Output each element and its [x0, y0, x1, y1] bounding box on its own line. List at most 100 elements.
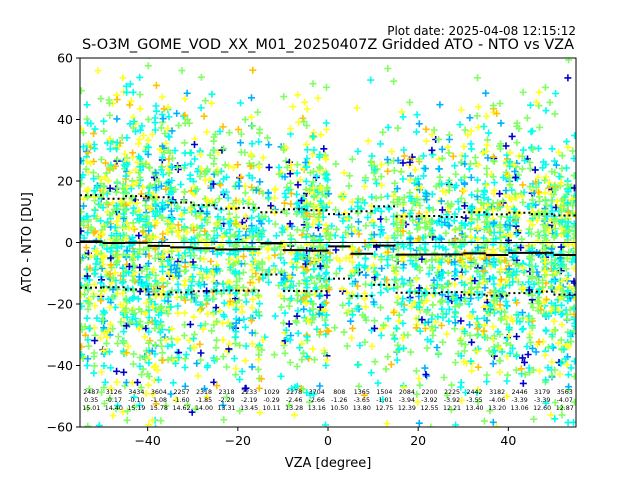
- bin-count-label: 1029: [264, 389, 280, 396]
- scatter-point: [187, 205, 195, 213]
- scatter-point: [299, 114, 307, 122]
- scatter-point: [110, 205, 118, 213]
- scatter-point: [294, 307, 302, 315]
- scatter-point: [117, 198, 125, 206]
- scatter-point: [223, 173, 230, 181]
- scatter-point: [223, 363, 231, 371]
- scatter-point: [96, 334, 104, 342]
- scatter-point: [299, 226, 307, 234]
- scatter-point: [148, 416, 156, 424]
- scatter-point: [134, 378, 141, 386]
- scatter-point: [241, 323, 249, 331]
- scatter-point: [281, 199, 288, 207]
- scatter-point: [197, 301, 205, 309]
- scatter-point: [97, 297, 105, 305]
- scatter-point: [82, 244, 90, 252]
- scatter-point: [331, 324, 339, 332]
- scatter-point: [314, 94, 322, 102]
- scatter-point: [120, 337, 128, 345]
- bin-count-label: 3179: [534, 389, 550, 396]
- scatter-point: [113, 96, 121, 104]
- scatter-point: [322, 362, 330, 369]
- scatter-point: [174, 203, 182, 211]
- scatter-point: [109, 274, 117, 282]
- scatter-point: [346, 172, 354, 180]
- scatter-point: [107, 261, 115, 269]
- scatter-point: [159, 115, 167, 123]
- scatter-point: [107, 364, 115, 372]
- scatter-point: [80, 234, 88, 242]
- scatter-point: [214, 213, 222, 221]
- scatter-point: [152, 362, 160, 370]
- scatter-point: [318, 252, 326, 260]
- scatter-point: [286, 125, 294, 133]
- scatter-point: [198, 222, 206, 230]
- scatter-point: [327, 231, 335, 239]
- scatter-point: [84, 193, 91, 201]
- scatter-point: [146, 182, 154, 189]
- bin-mean-label: -2.19: [241, 397, 257, 404]
- scatter-point: [315, 221, 323, 228]
- scatter-point: [252, 308, 260, 316]
- scatter-point: [92, 247, 100, 255]
- scatter-point: [109, 412, 117, 420]
- scatter-point: [223, 393, 231, 401]
- scatter-point: [97, 156, 105, 163]
- scatter-point: [157, 166, 165, 174]
- scatter-point: [95, 422, 103, 427]
- scatter-point: [190, 313, 198, 321]
- scatter-point: [126, 169, 134, 177]
- scatter-point: [326, 256, 334, 264]
- bin-mean-label: -2.46: [286, 397, 302, 404]
- scatter-point: [271, 312, 279, 320]
- scatter-point: [164, 342, 172, 350]
- scatter-point: [183, 228, 191, 236]
- bin-std-label: 13.80: [353, 405, 371, 412]
- bin-std-label: 12.21: [443, 405, 461, 412]
- bin-count-label: 2318: [219, 389, 235, 396]
- scatter-point: [207, 99, 215, 107]
- scatter-point: [164, 125, 172, 133]
- scatter-point: [332, 206, 340, 214]
- scatter-point: [192, 212, 200, 220]
- scatter-point: [190, 335, 198, 343]
- scatter-point: [181, 355, 189, 363]
- scatter-point: [213, 336, 221, 344]
- scatter-point: [80, 202, 87, 210]
- scatter-point: [86, 300, 94, 308]
- scatter-point: [264, 246, 272, 254]
- scatter-point: [181, 249, 189, 257]
- scatter-point: [103, 333, 111, 341]
- scatter-point: [333, 225, 340, 233]
- scatter-point: [107, 248, 115, 256]
- scatter-point: [97, 217, 105, 225]
- scatter-point: [127, 185, 135, 193]
- scatter-point: [259, 154, 267, 162]
- scatter-point: [112, 202, 120, 210]
- scatter-point: [162, 336, 170, 344]
- scatter-point: [219, 233, 227, 241]
- scatter-point: [106, 163, 114, 171]
- scatter-point: [186, 336, 194, 344]
- scatter-point: [309, 220, 317, 228]
- scatter-point: [112, 405, 120, 413]
- scatter-point: [303, 266, 311, 274]
- scatter-point: [135, 169, 143, 177]
- scatter-point: [322, 299, 330, 307]
- scatter-point: [259, 266, 266, 274]
- scatter-point: [213, 355, 221, 363]
- scatter-point: [122, 207, 129, 214]
- scatter-point: [242, 224, 250, 232]
- scatter-point: [174, 355, 182, 362]
- scatter-point: [111, 224, 119, 232]
- scatter-point: [299, 385, 307, 393]
- scatter-point: [285, 186, 292, 194]
- bin-count-label: 1504: [376, 389, 392, 396]
- scatter-point: [326, 249, 334, 257]
- scatter-point: [123, 349, 130, 356]
- scatter-point: [293, 226, 301, 234]
- scatter-point: [212, 304, 220, 312]
- scatter-point: [137, 383, 145, 391]
- scatter-point: [315, 292, 323, 300]
- scatter-point: [232, 333, 240, 341]
